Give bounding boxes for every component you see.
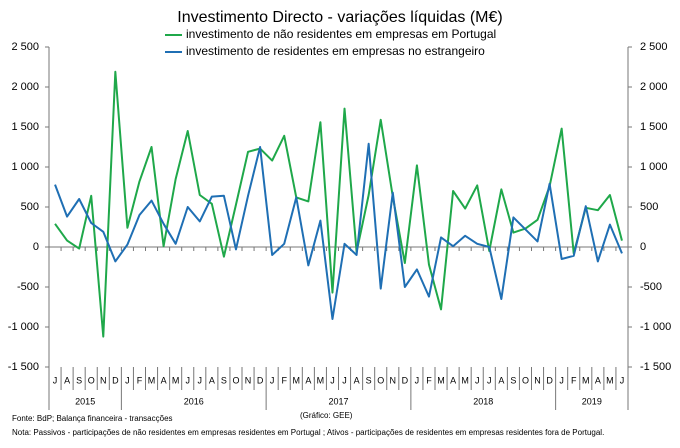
x-tick-label: J: [185, 375, 190, 385]
y-tick-label: -1 000: [8, 321, 39, 333]
x-tick-label: M: [606, 375, 614, 385]
x-tick-label: S: [510, 375, 516, 385]
y2-tick-label: 1 000: [640, 161, 668, 173]
x-tick-label: J: [620, 375, 625, 385]
x-tick-label: A: [64, 375, 70, 385]
series-line: [54, 70, 623, 338]
x-tick-label: F: [426, 375, 432, 385]
x-tick-label: J: [487, 375, 492, 385]
x-tick-label: N: [100, 375, 107, 385]
x-tick-label: N: [534, 375, 541, 385]
x-tick-label: F: [571, 375, 577, 385]
series-line: [54, 142, 623, 320]
x-tick-label: N: [245, 375, 252, 385]
source: Fonte: BdP; Balança financeira - transac…: [12, 414, 173, 423]
y2-tick-label: 2 500: [640, 41, 668, 53]
x-tick-label: J: [125, 375, 130, 385]
x-tick-label: D: [402, 375, 409, 385]
x-tick-label: D: [112, 375, 119, 385]
x-tick-label: D: [546, 375, 553, 385]
x-tick-label: A: [354, 375, 360, 385]
x-tick-label: A: [498, 375, 504, 385]
y2-tick-label: -1 000: [640, 321, 671, 333]
x-tick-label: J: [198, 375, 203, 385]
y2-tick-label: 1 500: [640, 121, 668, 133]
y2-tick-label: -1 500: [640, 361, 671, 373]
y-tick-label: 1 000: [11, 161, 39, 173]
credit: (Gráfico: GEE): [300, 411, 353, 420]
y-tick-label: -1 500: [8, 361, 39, 373]
x-tick-label: M: [437, 375, 445, 385]
x-tick-label: F: [281, 375, 287, 385]
x-tick-label: D: [257, 375, 264, 385]
chart-title: Investimento Directo - variações líquida…: [177, 9, 502, 26]
y-tick-label: 2 500: [11, 41, 39, 53]
x-tick-label: A: [161, 375, 167, 385]
y2-tick-label: 0: [640, 241, 646, 253]
year-label: 2018: [473, 396, 493, 406]
note: Nota: Passivos - participações de não re…: [12, 428, 604, 437]
y2-tick-label: -500: [640, 281, 662, 293]
x-tick-label: O: [88, 375, 95, 385]
x-tick-label: O: [377, 375, 384, 385]
x-tick-label: J: [53, 375, 58, 385]
x-tick-label: M: [293, 375, 301, 385]
x-tick-label: A: [305, 375, 311, 385]
x-tick-label: M: [148, 375, 156, 385]
y-tick-label: 2 000: [11, 81, 39, 93]
year-label: 2017: [328, 396, 348, 406]
legend-label: investimento de residentes em empresas n…: [186, 44, 485, 58]
x-tick-label: A: [209, 375, 215, 385]
x-tick-label: J: [559, 375, 564, 385]
x-tick-label: J: [330, 375, 335, 385]
x-tick-label: O: [232, 375, 239, 385]
x-tick-label: N: [390, 375, 397, 385]
x-tick-label: M: [461, 375, 469, 385]
x-tick-label: J: [475, 375, 480, 385]
y-tick-label: -500: [17, 281, 39, 293]
x-tick-label: A: [595, 375, 601, 385]
year-label: 2015: [75, 396, 95, 406]
x-tick-label: J: [415, 375, 420, 385]
x-tick-label: J: [342, 375, 347, 385]
legend-label: investimento de não residentes em empres…: [186, 27, 496, 41]
y-tick-label: 1 500: [11, 121, 39, 133]
x-tick-label: S: [221, 375, 227, 385]
x-tick-label: J: [270, 375, 275, 385]
y-tick-label: 500: [21, 201, 39, 213]
y2-tick-label: 2 000: [640, 81, 668, 93]
x-tick-label: M: [317, 375, 325, 385]
x-tick-label: F: [137, 375, 143, 385]
x-tick-label: O: [522, 375, 529, 385]
year-label: 2019: [582, 396, 602, 406]
x-tick-label: M: [582, 375, 590, 385]
x-tick-label: M: [172, 375, 180, 385]
y-tick-label: 0: [33, 241, 39, 253]
x-tick-label: S: [366, 375, 372, 385]
y2-tick-label: 500: [640, 201, 658, 213]
year-label: 2016: [184, 396, 204, 406]
x-tick-label: S: [76, 375, 82, 385]
x-tick-label: A: [450, 375, 456, 385]
